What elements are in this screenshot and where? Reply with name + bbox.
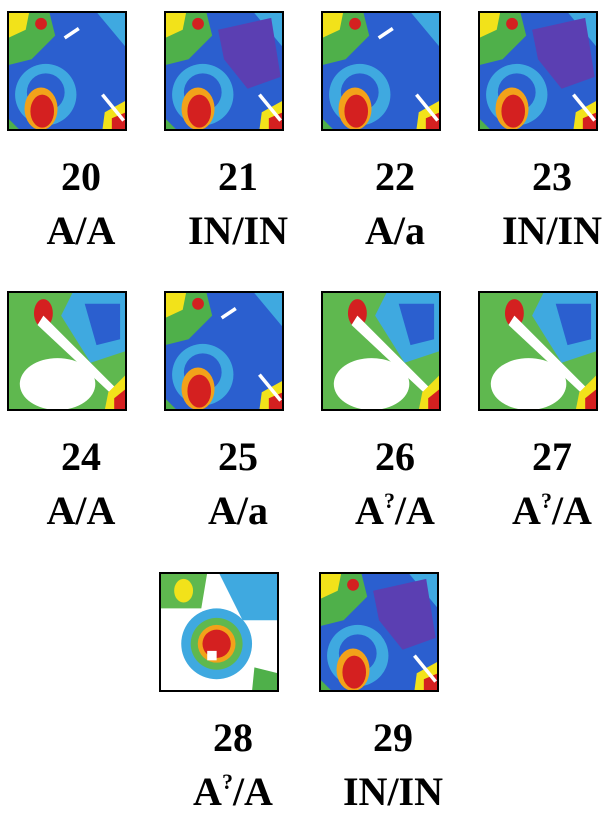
panel-number: 22 (375, 154, 415, 199)
heatmap-image (322, 292, 440, 410)
genotype-label: A/A (47, 208, 116, 253)
genotype-label: IN/IN (343, 769, 443, 814)
genotype-label: IN/IN (502, 208, 602, 253)
panel-number: 23 (532, 154, 572, 199)
genotype-rest: /A (551, 488, 592, 533)
genotype-label: A?/A (193, 769, 273, 814)
heatmap-image (8, 12, 126, 130)
heatmap-image (165, 12, 283, 130)
panel-number: 28 (213, 715, 253, 760)
panel-number: 25 (218, 434, 258, 479)
panel-number: 29 (373, 715, 413, 760)
heatmap-image (322, 12, 440, 130)
heatmap-image (479, 292, 597, 410)
genotype-label: A/a (208, 488, 268, 533)
panel-number: 27 (532, 434, 572, 479)
genotype-base: A (355, 488, 384, 533)
genotype-base: A (193, 769, 222, 814)
genotype-label: A/a (365, 208, 425, 253)
genotype-sup: ? (384, 488, 395, 513)
genotype-label: A?/A (355, 488, 435, 533)
genotype-sup: ? (541, 488, 552, 513)
panel-number: 21 (218, 154, 258, 199)
genotype-label: IN/IN (188, 208, 288, 253)
genotype-sup: ? (222, 769, 233, 794)
heatmap-image (479, 12, 597, 130)
panel-number: 20 (61, 154, 101, 199)
heatmap-image (160, 573, 278, 691)
heatmap-image (8, 292, 126, 410)
genotype-base: A (512, 488, 541, 533)
genotype-rest: /A (394, 488, 435, 533)
panel-number: 24 (61, 434, 101, 479)
genotype-label: A/A (47, 488, 116, 533)
figure: 20A/A21IN/IN22A/a23IN/IN24A/A25A/a26A?/A… (0, 0, 616, 825)
heatmap-image (320, 573, 438, 691)
genotype-rest: /A (232, 769, 273, 814)
genotype-label: A?/A (512, 488, 592, 533)
panel-number: 26 (375, 434, 415, 479)
heatmap-image (165, 292, 283, 410)
